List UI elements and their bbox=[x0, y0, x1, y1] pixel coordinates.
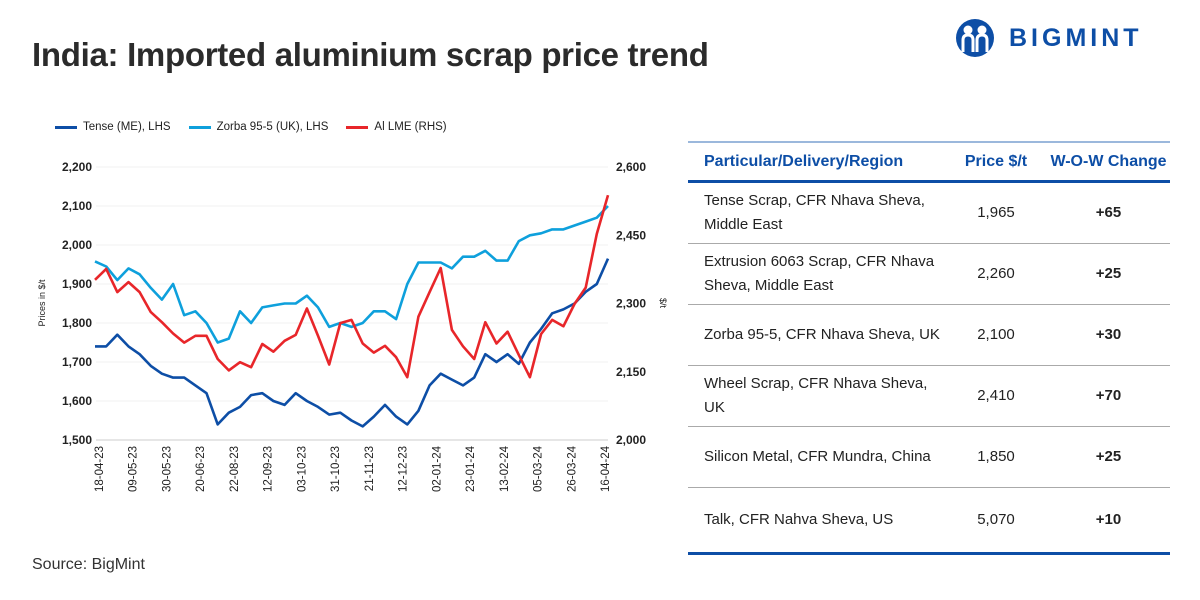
y-tick-label: 1,800 bbox=[62, 316, 92, 330]
table-row: Wheel Scrap, CFR Nhava Sheva, UK 2,410 +… bbox=[688, 365, 1170, 427]
row-change: +25 bbox=[1047, 426, 1170, 488]
x-tick-label: 26-03-24 bbox=[566, 445, 578, 492]
row-particular: Extrusion 6063 Scrap, CFR Nhava Sheva, M… bbox=[688, 243, 945, 305]
line-chart: 1,500 1,600 1,700 1,800 1,900 2,000 2,100 2,200… bbox=[37, 160, 668, 492]
y-tick-label: 2,200 bbox=[62, 160, 92, 174]
x-tick-label: 12-12-23 bbox=[398, 446, 410, 492]
logo-text: BIGMINT bbox=[1009, 23, 1143, 52]
row-particular: Tense Scrap, CFR Nhava Sheva, Middle Eas… bbox=[688, 181, 945, 244]
y2-axis-label: $/t bbox=[658, 298, 668, 309]
legend-item-tense: Tense (ME), LHS bbox=[55, 121, 171, 133]
y2-tick-label: 2,450 bbox=[616, 228, 646, 242]
x-tick-label: 03-10-23 bbox=[296, 446, 308, 492]
row-particular: Zorba 95-5, CFR Nhava Sheva, UK bbox=[688, 304, 945, 366]
y-tick-label: 1,900 bbox=[62, 277, 92, 291]
y-tick-label: 1,600 bbox=[62, 394, 92, 408]
series-line-2 bbox=[94, 194, 610, 379]
legend-label: Tense (ME), LHS bbox=[83, 121, 171, 133]
row-particular: Wheel Scrap, CFR Nhava Sheva, UK bbox=[688, 365, 945, 427]
row-price: 2,100 bbox=[945, 304, 1047, 366]
series-line-1 bbox=[94, 205, 609, 344]
x-tick-label: 12-09-23 bbox=[263, 446, 275, 492]
table-row: Talk, CFR Nahva Sheva, US 5,070 +10 bbox=[688, 487, 1170, 555]
x-tick-label: 05-03-24 bbox=[533, 445, 545, 492]
x-tick-label: 13-02-24 bbox=[499, 445, 511, 492]
x-tick-label: 21-11-23 bbox=[364, 446, 376, 491]
row-change: +70 bbox=[1047, 365, 1170, 427]
legend-label: Al LME (RHS) bbox=[374, 121, 447, 133]
header-particular: Particular/Delivery/Region bbox=[688, 141, 945, 183]
y2-tick-label: 2,300 bbox=[616, 297, 646, 311]
series-line-0 bbox=[95, 258, 610, 428]
source-note: Source: BigMint bbox=[32, 556, 145, 573]
x-tick-label: 18-04-23 bbox=[94, 446, 106, 492]
header-price: Price $/t bbox=[945, 141, 1047, 183]
logo: BIGMINT bbox=[955, 18, 1143, 58]
row-price: 1,850 bbox=[945, 426, 1047, 488]
table-row: Extrusion 6063 Scrap, CFR Nhava Sheva, M… bbox=[688, 243, 1170, 305]
legend-label: Zorba 95-5 (UK), LHS bbox=[216, 121, 329, 133]
x-tick-label: 23-01-24 bbox=[465, 445, 477, 492]
y-tick-label: 1,700 bbox=[62, 355, 92, 369]
row-price: 1,965 bbox=[945, 181, 1047, 244]
y-axis-label: Prices in $/t bbox=[37, 279, 47, 327]
row-particular: Talk, CFR Nahva Sheva, US bbox=[688, 487, 945, 555]
x-tick-label: 02-01-24 bbox=[431, 445, 443, 492]
legend-item-lme: Al LME (RHS) bbox=[346, 121, 447, 133]
y2-tick-label: 2,600 bbox=[616, 160, 646, 174]
row-change: +30 bbox=[1047, 304, 1170, 366]
row-price: 5,070 bbox=[945, 487, 1047, 555]
table-row: Zorba 95-5, CFR Nhava Sheva, UK 2,100 +3… bbox=[688, 304, 1170, 366]
row-price: 2,410 bbox=[945, 365, 1047, 427]
x-tick-label: 30-05-23 bbox=[161, 446, 173, 492]
price-table: Particular/Delivery/Region Price $/t W-O… bbox=[688, 141, 1170, 555]
header-change: W-O-W Change bbox=[1047, 141, 1170, 183]
chart-legend: Tense (ME), LHS Zorba 95-5 (UK), LHS Al … bbox=[55, 121, 465, 133]
row-particular: Silicon Metal, CFR Mundra, China bbox=[688, 426, 945, 488]
y-tick-label: 2,100 bbox=[62, 199, 92, 213]
y2-tick-label: 2,000 bbox=[616, 433, 646, 447]
row-change: +65 bbox=[1047, 181, 1170, 244]
x-tick-label: 20-06-23 bbox=[195, 446, 207, 492]
x-tick-label: 31-10-23 bbox=[330, 446, 342, 492]
y-tick-label: 2,000 bbox=[62, 238, 92, 252]
page-title: India: Imported aluminium scrap price tr… bbox=[32, 36, 709, 73]
y2-tick-label: 2,150 bbox=[616, 365, 646, 379]
table-row: Silicon Metal, CFR Mundra, China 1,850 +… bbox=[688, 426, 1170, 488]
x-tick-label: 22-08-23 bbox=[229, 446, 241, 492]
row-change: +25 bbox=[1047, 243, 1170, 305]
x-tick-label: 16-04-24 bbox=[600, 445, 612, 492]
table-row: Tense Scrap, CFR Nhava Sheva, Middle Eas… bbox=[688, 181, 1170, 244]
y-tick-label: 1,500 bbox=[62, 433, 92, 447]
row-change: +10 bbox=[1047, 487, 1170, 555]
row-price: 2,260 bbox=[945, 243, 1047, 305]
x-tick-label: 09-05-23 bbox=[128, 446, 140, 492]
bigmint-logo-icon bbox=[956, 19, 994, 57]
legend-item-zorba: Zorba 95-5 (UK), LHS bbox=[188, 121, 329, 133]
